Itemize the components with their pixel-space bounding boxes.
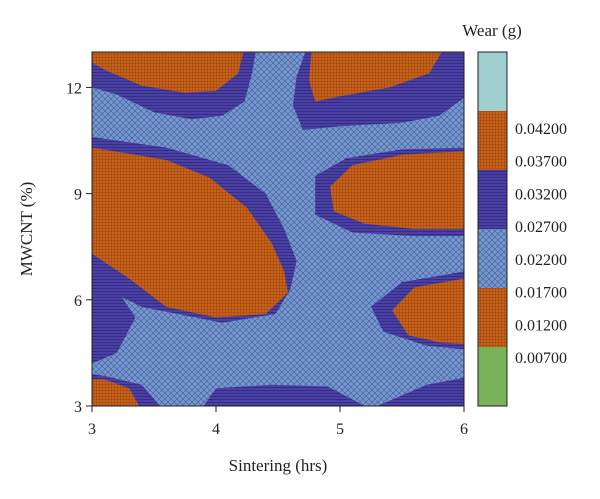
colorbar-level-label: 0.03700 [515, 154, 567, 171]
y-tick-label: 6 [74, 293, 82, 310]
colorbar-frame [477, 51, 508, 407]
contour-region-right-lower-14 [392, 278, 464, 345]
plot-frame [91, 51, 465, 407]
x-axis: 3 4 5 6 [88, 406, 468, 438]
y-axis: 3 6 9 12 [66, 80, 92, 416]
colorbar-level-label: 0.03200 [515, 186, 567, 203]
colorbar-band [478, 229, 507, 288]
colorbar-level-label: 0.01200 [515, 317, 567, 334]
contour-region-left-edge-outline-12 [92, 257, 136, 364]
colorbar-level-label: 0.01700 [515, 285, 567, 302]
contour-region-bottom-left-16 [92, 379, 140, 406]
x-tick-label: 3 [88, 421, 96, 438]
colorbar-band [478, 347, 507, 406]
y-tick-label: 9 [74, 187, 82, 204]
contour-region-middle-left-6 [92, 147, 288, 318]
contour-region-bottom-right-18 [377, 377, 464, 406]
colorbar-band [478, 288, 507, 347]
x-tick-label: 6 [460, 421, 468, 438]
y-axis-label: MWCNT (%) [17, 182, 36, 277]
colorbar-title: Wear (g) [462, 21, 522, 40]
contour-region-green-spot-7 [101, 195, 185, 231]
colorbar: 0.04200 0.03700 0.03200 0.02700 0.02200 0.017… [477, 51, 567, 407]
colorbar-level-label: 0.02700 [515, 219, 567, 236]
contour-region-middle-right-10 [330, 151, 464, 229]
contour-region-top-center-4 [309, 52, 442, 102]
y-tick-label: 12 [66, 80, 82, 97]
colorbar-band [478, 111, 507, 170]
colorbar-band [478, 170, 507, 229]
colorbar-level-label: 0.00700 [515, 350, 567, 367]
colorbar-level-label: 0.04200 [515, 121, 567, 138]
x-axis-label: Sintering (hrs) [229, 456, 328, 475]
y-tick-label: 3 [74, 399, 82, 416]
contour-region-bottom-middle-17 [203, 384, 365, 406]
contour-region-green-dot-8 [213, 261, 229, 268]
x-tick-label: 5 [336, 421, 344, 438]
contour-region-top-left-2 [92, 52, 244, 93]
x-tick-label: 4 [212, 421, 220, 438]
plot-area [92, 52, 464, 406]
colorbar-band [478, 52, 507, 111]
colorbar-level-label: 0.02200 [515, 252, 567, 269]
